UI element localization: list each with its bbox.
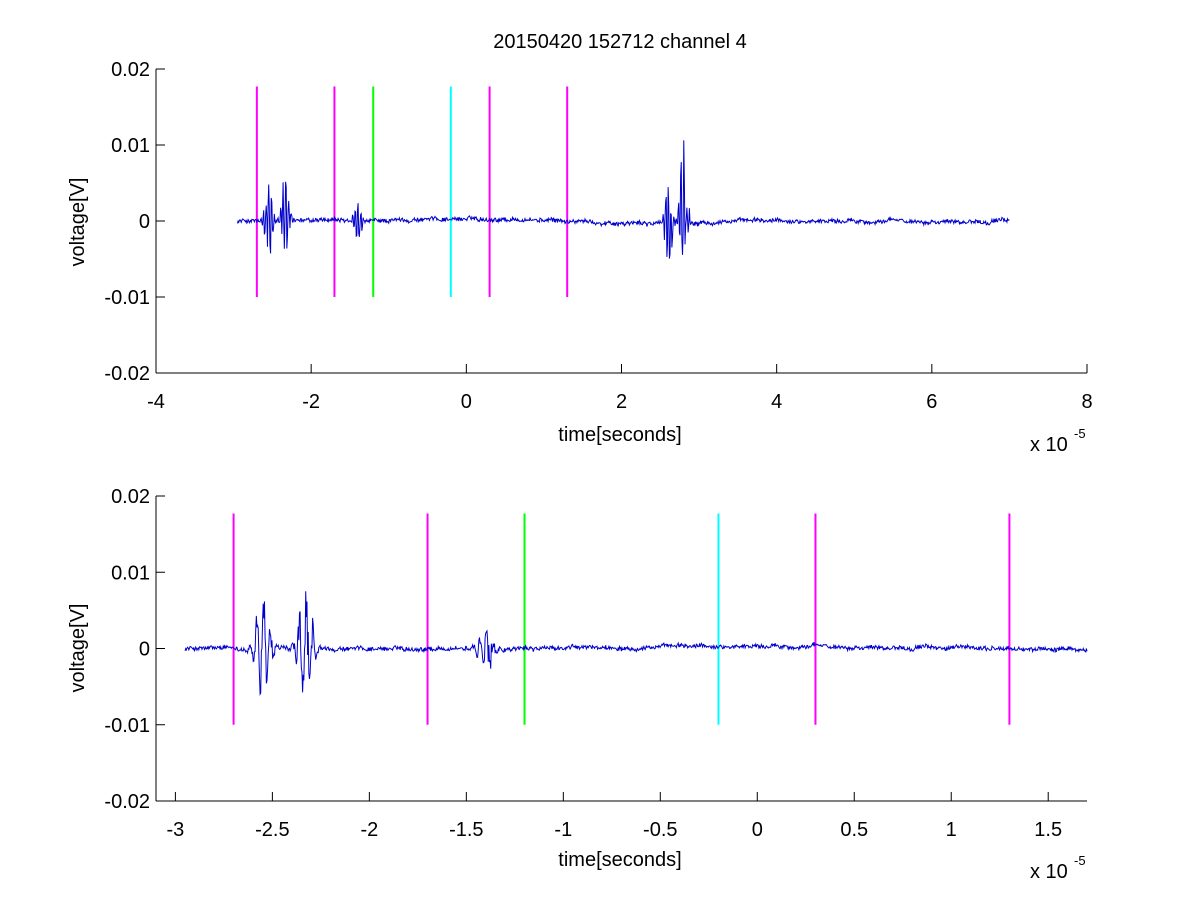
x-tick-label: -3 (166, 819, 184, 841)
top-plot-markers (255, 86, 569, 297)
y-tick-label: 0 (139, 639, 150, 661)
x-tick-label: -2 (360, 819, 378, 841)
top-plot-x-exponent-power: -5 (1074, 426, 1086, 441)
x-tick-label: 8 (1081, 391, 1092, 413)
bottom-plot-ylabel: voltage[V] (67, 604, 89, 693)
x-tick-label: 1.5 (1034, 819, 1062, 841)
bottom-plot-x-exponent-power: -5 (1074, 853, 1086, 868)
bottom-plot: -3 -2.5 -2 -1.5 -1 -0.5 0 0.5 1 1.5 -0.02 -0.01 0 0.0… (67, 486, 1088, 883)
x-tick-label: -1 (554, 819, 572, 841)
y-tick-label: 0 (139, 211, 150, 233)
bottom-plot-signal (184, 591, 1088, 697)
top-plot-ticks: -4 -2 0 2 4 6 8 -0.02 -0.01 0 0.01 0.02 (104, 59, 1092, 413)
y-tick-label: 0.01 (111, 562, 150, 584)
x-tick-label: -4 (147, 391, 165, 413)
bottom-plot-ticks: -3 -2.5 -2 -1.5 -1 -0.5 0 0.5 1 1.5 -0.02 -0.01 0 0.0… (104, 486, 1062, 841)
x-tick-label: -0.5 (643, 819, 677, 841)
figure-title: 20150420 152712 channel 4 (493, 31, 747, 53)
y-tick-label: 0.02 (111, 486, 150, 508)
signal-trace (236, 140, 1010, 259)
bottom-plot-x-exponent: x 10 (1030, 861, 1068, 883)
y-tick-label: 0.01 (111, 135, 150, 157)
top-plot-xlabel: time[seconds] (558, 424, 681, 446)
x-tick-label: 1 (946, 819, 957, 841)
x-tick-label: 4 (771, 391, 782, 413)
top-plot-signal (236, 140, 1010, 259)
x-tick-label: 0 (461, 391, 472, 413)
x-tick-label: 0 (752, 819, 763, 841)
x-tick-label: 0.5 (840, 819, 868, 841)
x-tick-label: -1.5 (449, 819, 483, 841)
bottom-plot-markers (232, 513, 1011, 725)
signal-trace (184, 591, 1088, 697)
y-tick-label: -0.01 (104, 287, 150, 309)
y-tick-label: -0.01 (104, 715, 150, 737)
top-plot-ylabel: voltage[V] (67, 178, 89, 267)
x-tick-label: 6 (926, 391, 937, 413)
bottom-plot-xlabel: time[seconds] (558, 849, 681, 871)
y-tick-label: -0.02 (104, 791, 150, 813)
y-tick-label: -0.02 (104, 363, 150, 385)
top-plot: -4 -2 0 2 4 6 8 -0.02 -0.01 0 0.01 0.02 time[second… (67, 59, 1093, 456)
y-tick-label: 0.02 (111, 59, 150, 81)
x-tick-label: -2 (302, 391, 320, 413)
x-tick-label: -2.5 (255, 819, 289, 841)
top-plot-x-exponent: x 10 (1030, 434, 1068, 456)
x-tick-label: 2 (616, 391, 627, 413)
